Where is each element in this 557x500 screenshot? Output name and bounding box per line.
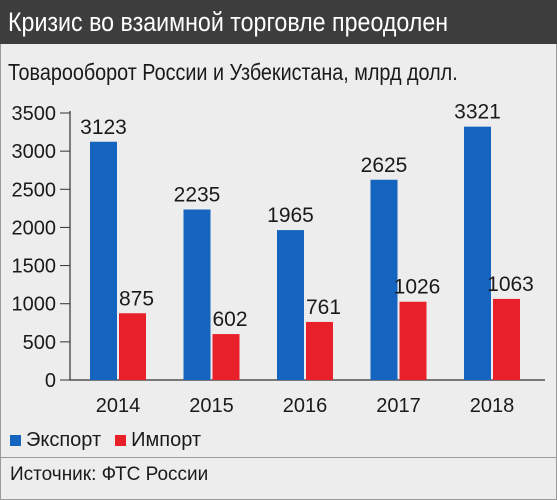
legend-swatch-import [115, 434, 127, 446]
chart-title: Товарооборот России и Узбекистана, млрд … [8, 59, 458, 85]
bar-import [119, 313, 146, 380]
bar-import [212, 334, 240, 380]
bar-import [399, 301, 427, 380]
source-note: Источник: ФТС России [10, 464, 209, 485]
bar-export [370, 179, 398, 380]
bar-import [306, 321, 333, 380]
legend-item-import: Импорт [115, 429, 201, 452]
data-label-export: 2625 [361, 154, 408, 177]
y-tick-label: 2000 [12, 217, 57, 239]
x-tick-label: 2016 [283, 395, 328, 417]
legend-swatch-export [10, 434, 21, 446]
y-tick-label: 1000 [12, 294, 57, 316]
data-label-export: 1965 [267, 204, 314, 227]
x-tick-label: 2018 [470, 395, 515, 417]
y-tick-label: 3500 [12, 103, 57, 125]
bar-export [183, 209, 211, 380]
legend-label-export: Экспорт [26, 428, 102, 451]
title-bar: Кризис во взаимной торговле преодолен [0, 0, 557, 44]
y-tick-label: 0 [45, 370, 56, 392]
y-tick-label: 3000 [12, 141, 57, 163]
chart-headline: Кризис во взаимной торговле преодолен [8, 7, 449, 37]
data-label-import: 761 [306, 296, 341, 319]
x-tick-label: 2014 [96, 395, 141, 417]
y-tick-label: 500 [23, 332, 56, 354]
x-tick-label: 2015 [189, 395, 234, 417]
data-label-import: 1063 [487, 273, 534, 296]
data-label-export: 2235 [174, 184, 221, 207]
bar-export [464, 126, 491, 380]
data-label-import: 1026 [394, 276, 441, 299]
bar-chart: 0 500 1000 1500 2000 2500 3000 3500 3123 875 2014 2… [12, 101, 545, 417]
data-label-export: 3123 [80, 116, 127, 139]
data-label-export: 3321 [454, 101, 501, 124]
chart-legend: Экспорт Импорт [10, 426, 215, 454]
y-tick-label: 2500 [12, 179, 57, 201]
legend-item-export: Экспорт [10, 429, 101, 452]
bar-export [90, 141, 117, 380]
data-label-import: 602 [212, 308, 247, 331]
footer-divider [0, 457, 557, 458]
bar-import [493, 298, 520, 380]
bar-export [277, 230, 304, 380]
y-tick-label: 1500 [12, 256, 57, 278]
data-label-import: 875 [119, 287, 154, 310]
x-tick-label: 2017 [376, 395, 421, 417]
legend-label-import: Импорт [131, 428, 202, 451]
